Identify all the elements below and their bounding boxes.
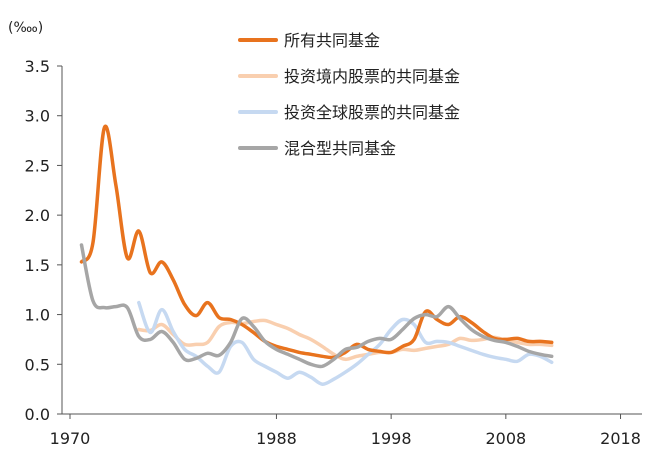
legend-label: 所有共同基金: [284, 31, 380, 50]
x-tick-label: 1998: [371, 429, 412, 448]
y-tick-label: 0.0: [25, 405, 50, 424]
y-tick-label: 0.5: [25, 355, 50, 374]
legend-label: 混合型共同基金: [284, 139, 396, 158]
y-tick-label: 1.5: [25, 256, 50, 275]
y-axis: 0.0 0.5 1.0 1.5 2.0 2.5 3.0 3.5: [25, 57, 63, 424]
x-tick-label: 2008: [485, 429, 526, 448]
series-line-1: [79, 124, 554, 360]
series-line-3: [137, 300, 554, 386]
series-lines: [79, 124, 554, 386]
y-tick-label: 3.0: [25, 107, 50, 126]
y-unit-label: (‱): [8, 20, 43, 36]
x-tick-label: 1970: [50, 429, 91, 448]
x-axis: 1970 1988 1998 2008 2018: [50, 413, 642, 448]
series-line-2: [137, 318, 554, 362]
legend-label: 投资全球股票的共同基金: [284, 103, 460, 122]
y-tick-label: 3.5: [25, 57, 50, 76]
x-tick-label: 1988: [256, 429, 297, 448]
legend-label: 投资境内股票的共同基金: [284, 67, 460, 86]
y-tick-label: 2.0: [25, 206, 50, 225]
x-tick-label: 2018: [600, 429, 641, 448]
series-line-4: [79, 243, 554, 369]
y-tick-label: 2.5: [25, 156, 50, 175]
y-tick-label: 1.0: [25, 306, 50, 325]
